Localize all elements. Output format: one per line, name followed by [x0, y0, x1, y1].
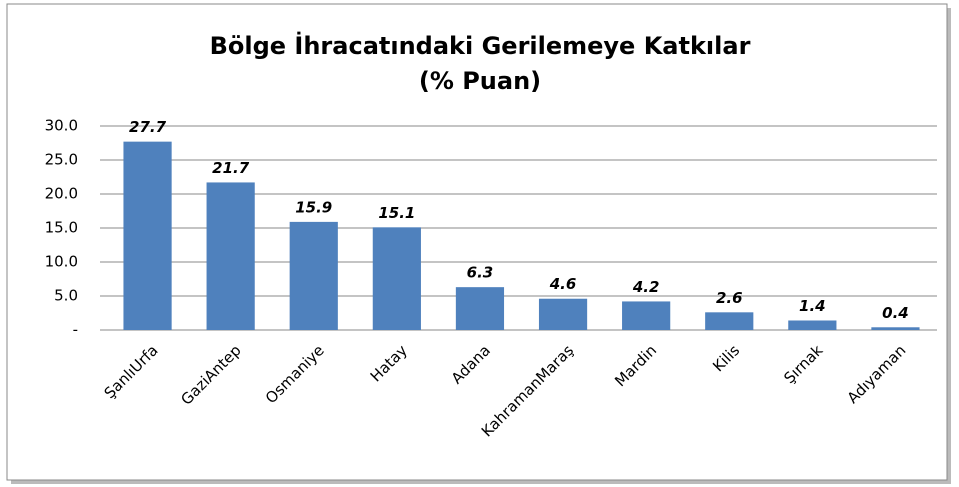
y-tick-label: 15.0 [45, 219, 78, 237]
data-label: 27.7 [129, 118, 167, 136]
y-tick-label: 5.0 [54, 287, 78, 305]
bar [622, 301, 671, 330]
bar [538, 298, 588, 330]
data-label: 15.1 [378, 204, 415, 222]
y-tick-label: - [73, 321, 78, 339]
chart-title: Bölge İhracatındaki Gerilemeye Katkılar [210, 31, 751, 60]
bar [788, 320, 837, 330]
bar [372, 227, 421, 330]
data-label: 21.7 [212, 159, 250, 177]
bar [123, 141, 172, 330]
bar [705, 312, 754, 330]
chart-subtitle: (% Puan) [419, 67, 541, 95]
bar [871, 327, 920, 330]
y-tick-label: 20.0 [45, 185, 78, 203]
y-tick-label: 10.0 [45, 253, 78, 271]
bar [289, 221, 338, 330]
data-label: 0.4 [882, 304, 909, 322]
y-tick-label: 25.0 [45, 151, 78, 169]
bar [455, 287, 505, 330]
y-tick-label: 30.0 [45, 117, 78, 135]
data-label: 6.3 [467, 264, 494, 282]
data-label: 4.6 [549, 275, 577, 293]
bar [206, 182, 255, 330]
data-label: 4.2 [632, 278, 660, 296]
data-label: 15.9 [295, 198, 332, 216]
data-label: 1.4 [799, 297, 826, 315]
data-label: 2.6 [716, 289, 743, 307]
